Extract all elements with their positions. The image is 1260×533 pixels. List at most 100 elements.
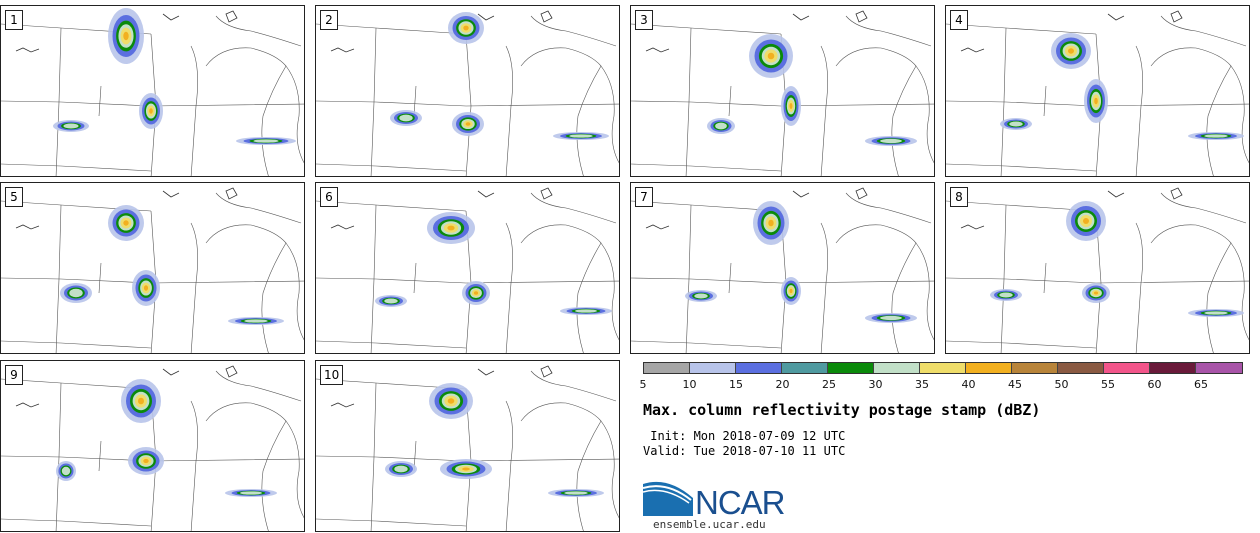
- storm-cell: [999, 292, 1013, 298]
- colorbar-segment: [1196, 363, 1242, 373]
- init-time: Init: Mon 2018-07-09 12 UTC: [643, 429, 846, 443]
- storm-core: [767, 52, 775, 60]
- panel-number: 3: [635, 10, 653, 30]
- storm-cell: [564, 491, 588, 495]
- colorbar-segment: [920, 363, 966, 373]
- storm-core: [768, 219, 774, 227]
- map-panel-8: 8: [945, 182, 1250, 354]
- map-panel-5: 5: [0, 182, 305, 354]
- colorbar-segment: [644, 363, 690, 373]
- panel-number: 1: [5, 10, 23, 30]
- storm-core: [789, 103, 793, 109]
- storm-core: [789, 288, 793, 294]
- colorbar-segment: [828, 363, 874, 373]
- colorbar-tick-label: 5: [639, 378, 647, 391]
- storm-cell: [244, 319, 268, 323]
- valid-time: Valid: Tue 2018-07-10 11 UTC: [643, 444, 846, 458]
- colorbar-tick-label: 10: [682, 378, 697, 391]
- panel-number: 6: [320, 187, 338, 207]
- storm-cell: [394, 465, 408, 473]
- storm-core: [447, 225, 455, 231]
- colorbar-tick-label: 50: [1054, 378, 1069, 391]
- storm-core: [465, 122, 471, 126]
- storm-cell: [399, 114, 413, 122]
- storm-core: [462, 467, 470, 471]
- figure-title: Max. column reflectivity postage stamp (…: [643, 401, 1041, 419]
- map-svg: [1, 8, 304, 176]
- map-svg: [1, 365, 304, 531]
- storm-cell: [240, 491, 262, 495]
- map-panel-7: 7: [630, 182, 935, 354]
- map-svg: [316, 365, 619, 531]
- storm-cell: [694, 293, 708, 299]
- colorbar-tick-label: 15: [729, 378, 743, 391]
- map-panel-6: 6: [315, 182, 620, 354]
- colorbar-tick-label: 45: [1008, 378, 1022, 391]
- storm-cell: [253, 139, 279, 143]
- storm-cell: [569, 134, 593, 138]
- storm-cell: [63, 123, 79, 129]
- storm-core: [1083, 218, 1089, 224]
- colorbar-segment: [966, 363, 1012, 373]
- map-svg: [316, 187, 619, 353]
- colorbar-labels: 5 10 15 20 25 30 35 40 45 50 55 60 65: [639, 378, 1247, 392]
- map-panel-1: 1: [0, 5, 305, 177]
- map-svg: [631, 187, 934, 353]
- colorbar-tick-label: 30: [868, 378, 883, 391]
- storm-core: [123, 220, 129, 226]
- storm-cell: [1009, 121, 1023, 127]
- map-panel-10: 10: [315, 360, 620, 532]
- colorbar-tick-label: 60: [1147, 378, 1162, 391]
- storm-cell: [1204, 311, 1228, 315]
- panel-number: 2: [320, 10, 338, 30]
- colorbar-segment: [874, 363, 920, 373]
- colorbar-segment: [690, 363, 736, 373]
- map-panel-3: 3: [630, 5, 935, 177]
- storm-cell: [575, 309, 597, 313]
- panel-number: 4: [950, 10, 968, 30]
- panel-number: 7: [635, 187, 653, 207]
- storm-core: [473, 291, 479, 295]
- map-panel-9: 9: [0, 360, 305, 532]
- storm-core: [447, 398, 455, 404]
- colorbar-tick-label: 25: [822, 378, 836, 391]
- panel-number: 10: [320, 365, 344, 385]
- storm-core: [1094, 97, 1098, 105]
- map-svg: [1, 187, 304, 353]
- map-svg: [946, 187, 1249, 353]
- storm-core: [463, 25, 469, 31]
- colorbar-segment: [1150, 363, 1196, 373]
- map-panel-2: 2: [315, 5, 620, 177]
- storm-cell: [880, 315, 902, 321]
- storm-core: [149, 108, 153, 114]
- colorbar-tick-label: 40: [961, 378, 976, 391]
- panel-number: 8: [950, 187, 968, 207]
- storm-cell: [1204, 134, 1228, 138]
- colorbar: [643, 362, 1243, 374]
- colorbar-tick-label: 55: [1101, 378, 1115, 391]
- logo-url: ensemble.ucar.edu: [653, 518, 766, 531]
- storm-cell: [880, 138, 902, 144]
- storm-cell: [715, 122, 727, 130]
- storm-core: [138, 397, 144, 405]
- storm-core: [1068, 48, 1074, 54]
- colorbar-tick-label: 65: [1194, 378, 1208, 391]
- map-svg: [316, 10, 619, 176]
- storm-cell: [384, 298, 398, 304]
- colorbar-tick-label: 35: [915, 378, 929, 391]
- map-svg: [946, 10, 1249, 176]
- logo-name: NCAR: [695, 484, 786, 521]
- colorbar-tick-label: 20: [775, 378, 790, 391]
- map-panel-4: 4: [945, 5, 1250, 177]
- panel-number: 9: [5, 365, 23, 385]
- ncar-logo-icon: [643, 481, 693, 516]
- colorbar-segment: [736, 363, 782, 373]
- storm-cell: [69, 288, 83, 298]
- colorbar-segment: [1104, 363, 1150, 373]
- colorbar-segment: [782, 363, 828, 373]
- panel-number: 5: [5, 187, 23, 207]
- storm-core: [143, 285, 149, 291]
- storm-core: [143, 458, 149, 464]
- map-svg: [631, 10, 934, 176]
- storm-core: [123, 31, 129, 41]
